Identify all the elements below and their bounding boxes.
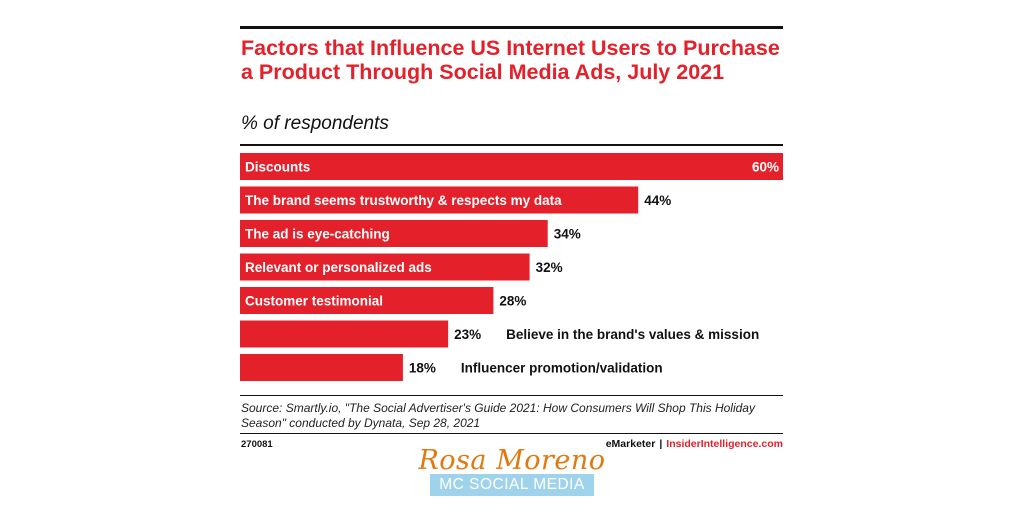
insider-intelligence-link[interactable]: InsiderIntelligence.com	[666, 438, 783, 450]
category-label-5: Customer testimonial	[245, 294, 383, 309]
bar-1	[240, 153, 783, 180]
category-label-2: The brand seems trustworthy & respects m…	[245, 193, 562, 208]
source-note: Source: Smartly.io, "The Social Advertis…	[241, 401, 755, 430]
chart-id: 270081	[241, 439, 273, 450]
bar-7	[240, 354, 403, 381]
header-rule	[240, 144, 783, 146]
chart-subtitle: % of respondents	[241, 113, 389, 134]
value-label-2: 44%	[644, 193, 671, 208]
watermark-signature: Rosa Moreno	[418, 445, 606, 476]
brand-credit: eMarketer | InsiderIntelligence.com	[606, 438, 783, 450]
value-label-3: 34%	[554, 227, 581, 242]
category-label-4: Relevant or personalized ads	[245, 260, 432, 275]
value-label-5: 28%	[499, 294, 526, 309]
brand-separator: |	[659, 438, 663, 450]
category-label-7: Influencer promotion/validation	[461, 361, 663, 376]
top-rule	[240, 26, 783, 29]
bar-6	[240, 320, 449, 348]
bar-5	[240, 287, 494, 314]
emarketer-label: eMarketer	[605, 438, 656, 450]
bar-4	[240, 253, 530, 281]
value-label-7: 18%	[409, 361, 436, 376]
category-label-6: Believe in the brand's values & mission	[506, 327, 759, 342]
bar-3	[240, 220, 548, 247]
category-label-1: Discounts	[245, 160, 310, 175]
value-label-6: 23%	[454, 327, 481, 342]
value-label-4: 32%	[536, 260, 563, 275]
category-label-3: The ad is eye-catching	[245, 227, 390, 242]
source-rule	[240, 395, 783, 396]
value-label-1: 60%	[752, 160, 779, 175]
footer-rule	[240, 433, 783, 434]
bar-2	[240, 186, 639, 214]
watermark-company-badge: MC SOCIAL MEDIA	[430, 474, 594, 496]
chart-title: Factors that Influence US Internet Users…	[241, 36, 780, 84]
